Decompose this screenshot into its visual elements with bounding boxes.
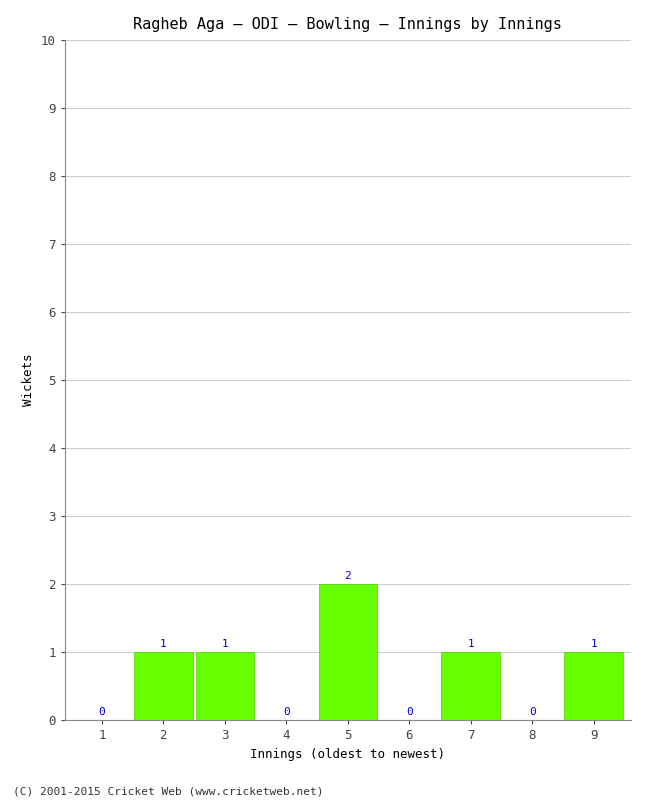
Text: 1: 1 <box>590 638 597 649</box>
Bar <box>134 652 192 720</box>
Text: 1: 1 <box>160 638 166 649</box>
Text: 2: 2 <box>344 570 351 581</box>
Bar <box>196 652 254 720</box>
Text: 0: 0 <box>283 706 290 717</box>
Title: Ragheb Aga – ODI – Bowling – Innings by Innings: Ragheb Aga – ODI – Bowling – Innings by … <box>133 17 562 32</box>
Text: 0: 0 <box>406 706 413 717</box>
X-axis label: Innings (oldest to newest): Innings (oldest to newest) <box>250 747 445 761</box>
Text: 1: 1 <box>222 638 228 649</box>
Text: 0: 0 <box>529 706 536 717</box>
Bar <box>318 584 377 720</box>
Y-axis label: Wickets: Wickets <box>22 354 35 406</box>
Text: (C) 2001-2015 Cricket Web (www.cricketweb.net): (C) 2001-2015 Cricket Web (www.cricketwe… <box>13 786 324 796</box>
Bar <box>441 652 500 720</box>
Bar <box>564 652 623 720</box>
Text: 0: 0 <box>99 706 105 717</box>
Text: 1: 1 <box>467 638 474 649</box>
